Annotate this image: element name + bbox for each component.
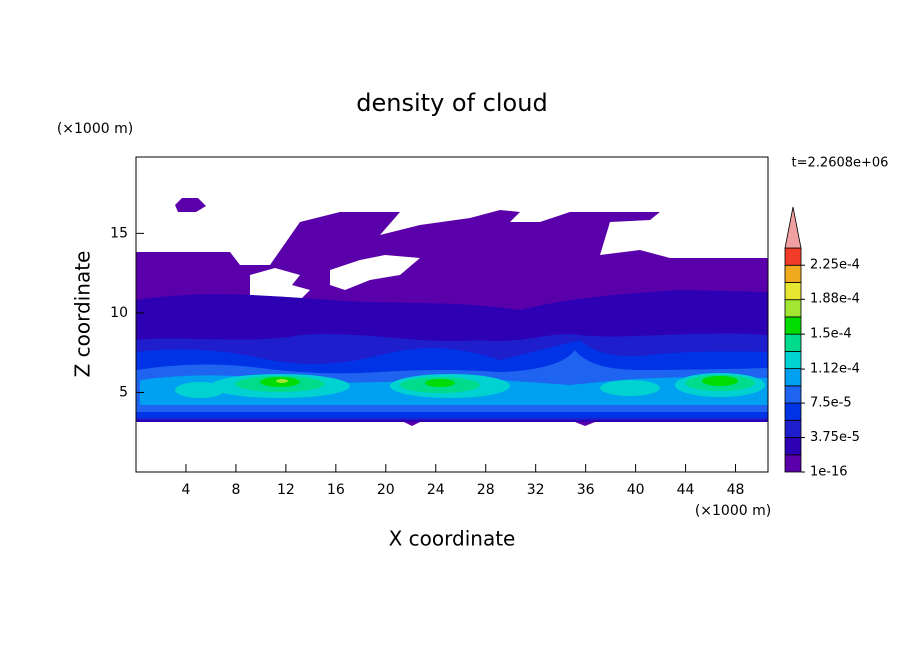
x-tick-label: 16 (327, 482, 345, 498)
x-tick-label: 24 (427, 482, 445, 498)
chart-title: density of cloud (356, 89, 547, 117)
contour-field (136, 198, 768, 426)
colorbar-box (784, 454, 802, 473)
annotation: t=2.2608e+06 (792, 156, 889, 171)
contour-band (702, 376, 738, 386)
colorbar-box (784, 437, 802, 456)
colorbar-box (784, 247, 802, 266)
contour-band (175, 198, 206, 212)
colorbar-box (784, 402, 802, 421)
colorbar-tick-label: 1e-16 (810, 465, 848, 480)
colorbar-tick-label: 2.25e-4 (810, 258, 860, 273)
x-tick-label: 28 (477, 482, 495, 498)
colorbar-extend (784, 206, 802, 249)
x-axis-label: X coordinate (389, 527, 516, 551)
colorbar-box (784, 350, 802, 370)
x-tick-label: 12 (277, 482, 295, 498)
colorbar-tick-label: 1.12e-4 (810, 362, 860, 377)
colorbar-box (784, 282, 802, 301)
y-tick-label: 5 (119, 384, 128, 400)
clear-area (330, 255, 420, 290)
x-tick-label: 48 (727, 482, 745, 498)
colorbar-box (784, 419, 802, 438)
colorbar-tick-label: 3.75e-5 (810, 430, 860, 445)
x-tick-label: 44 (677, 482, 695, 498)
colorbar-box (784, 299, 802, 318)
x-tick-label: 36 (577, 482, 595, 498)
contour-band (276, 379, 288, 383)
colorbar-box (784, 368, 802, 387)
y-unit: (×1000 m) (57, 121, 133, 137)
colorbar-tick-label: 1.88e-4 (810, 292, 860, 307)
y-axis-label: Z coordinate (71, 251, 95, 378)
contour-band (425, 379, 455, 387)
colorbar-box (784, 333, 802, 352)
colorbar-box (784, 385, 802, 404)
x-tick-label: 40 (627, 482, 645, 498)
y-tick-label: 10 (110, 305, 128, 321)
colorbar-box (784, 264, 802, 283)
x-tick-label: 8 (231, 482, 240, 498)
x-tick-label: 20 (377, 482, 395, 498)
x-tick-label: 4 (181, 482, 190, 498)
plot-frame (135, 156, 769, 473)
contour-band (175, 382, 225, 398)
x-unit: (×1000 m) (695, 503, 771, 519)
colorbar-tick-label: 7.5e-5 (810, 396, 852, 411)
colorbar-tick-label: 1.5e-4 (810, 327, 852, 342)
y-tick-label: 15 (110, 225, 128, 241)
colorbar-box (784, 316, 802, 335)
x-tick-label: 32 (527, 482, 545, 498)
contour-band (600, 380, 660, 396)
